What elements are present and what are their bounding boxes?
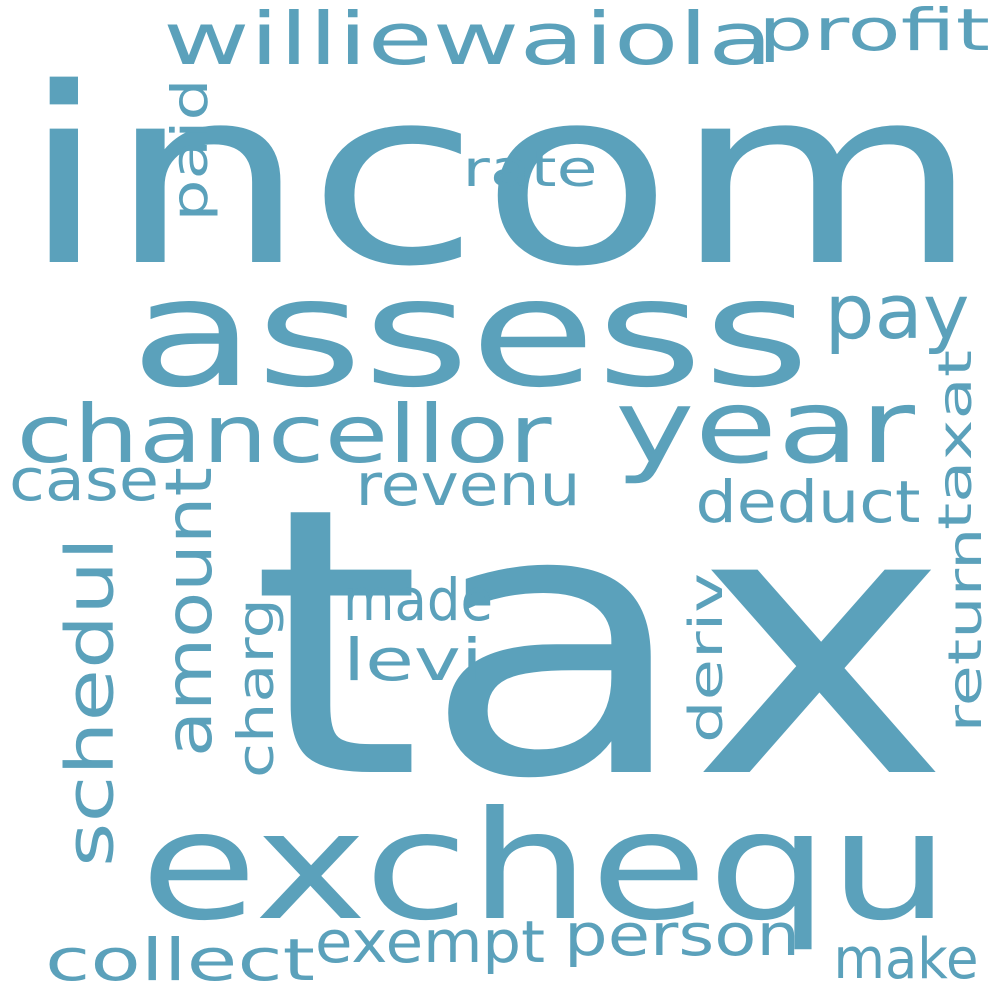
word-return: return [938, 528, 992, 733]
word-paid: paid [161, 79, 219, 222]
word-chancellor: chancellor [17, 388, 552, 481]
word-levi: levi [343, 626, 483, 694]
word-schedul: schedul [52, 537, 129, 867]
word-rate: rate [463, 140, 598, 198]
word-taxat: taxat [928, 350, 982, 530]
word-profit: profit [758, 0, 990, 64]
word-make: make [834, 927, 979, 992]
word-tax: tax [250, 430, 950, 860]
word-assess: assess [130, 247, 810, 421]
word-made: made [343, 566, 493, 634]
word-deduct: deduct [696, 468, 921, 536]
word-exempt: exempt [315, 908, 545, 976]
word-year: year [615, 368, 915, 487]
word-exchequ: exchequ [140, 780, 950, 954]
word-incom: incom [20, 36, 980, 320]
word-collect: collect [45, 926, 315, 994]
word-person: person [564, 901, 800, 969]
word-charg: charg [227, 598, 285, 778]
word-case: case [9, 446, 159, 514]
word-amount: amount [153, 467, 227, 757]
word-pay: pay [825, 267, 970, 356]
word-williewaiola: williewaiola [163, 0, 773, 81]
word-revenu: revenu [356, 451, 581, 519]
word-deriv: deriv [679, 573, 733, 743]
